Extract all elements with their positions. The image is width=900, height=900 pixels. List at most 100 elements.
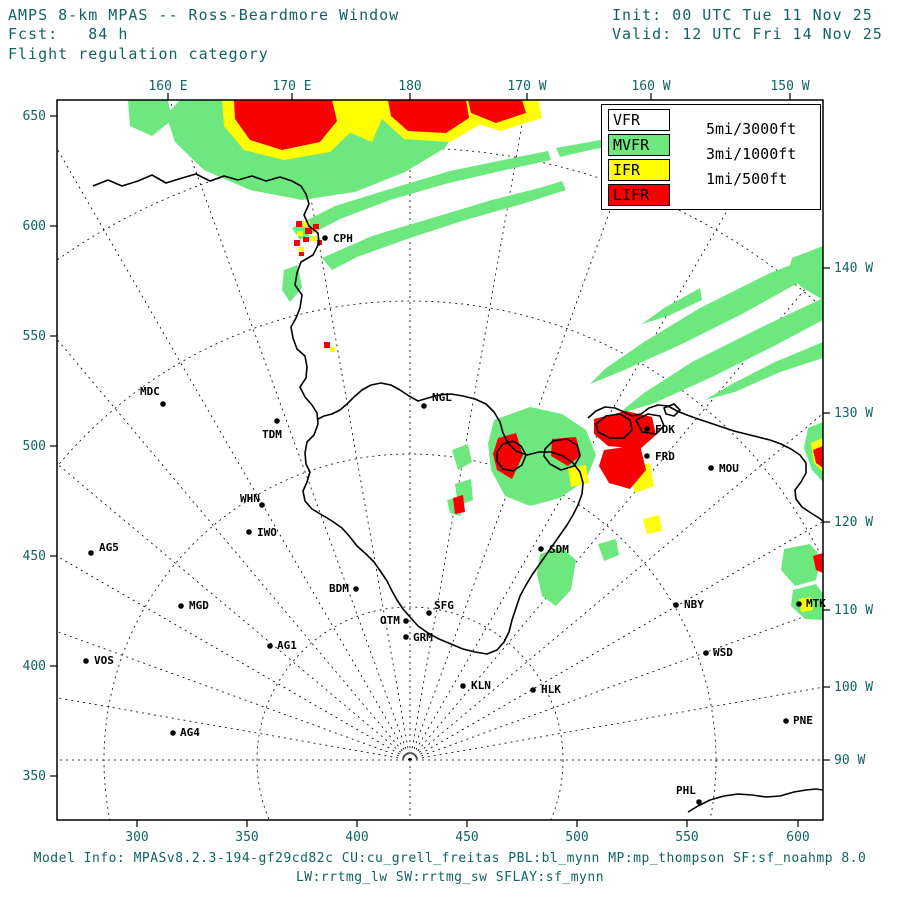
top-axis-label: 180 — [398, 79, 421, 94]
meridian-line — [57, 338, 411, 761]
station-dot-WHN — [259, 502, 265, 508]
station-label-PNE: PNE — [793, 714, 813, 727]
lifr-patch — [388, 100, 469, 133]
station-label-MTK: MTK — [806, 597, 826, 610]
island-outline — [663, 403, 681, 417]
mvfr-patch — [282, 265, 302, 302]
lifr-patch — [324, 342, 330, 348]
station-dot-PHL — [696, 799, 702, 805]
station-dot-MDC — [160, 401, 166, 407]
station-label-NGL: NGL — [432, 391, 452, 404]
legend-swatch-mvfr: MVFR — [608, 134, 670, 156]
station-label-IWO: IWO — [257, 526, 277, 539]
station-dot-OTM — [403, 618, 409, 624]
station-dot-NBY — [673, 602, 679, 608]
station-label-MGD: MGD — [189, 599, 209, 612]
bottom-right-coast — [687, 788, 823, 813]
station-dot-KLN — [460, 683, 466, 689]
ifr-patch — [799, 597, 813, 612]
station-label-HLK: HLK — [541, 683, 561, 696]
left-axis-label: 500 — [23, 439, 46, 454]
legend-swatch-vfr: VFR — [608, 109, 670, 131]
mvfr-patch — [128, 100, 172, 136]
island-outline — [635, 413, 665, 435]
latitude-circle — [103, 453, 717, 820]
ifr-patch — [338, 100, 390, 142]
station-dot-SFG — [426, 610, 432, 616]
ifr-patch — [297, 231, 303, 236]
legend-swatch-ifr: IFR — [608, 159, 670, 181]
lifr-patch — [468, 100, 526, 123]
lifr-patch — [305, 228, 312, 234]
right-axis-label: 90 W — [834, 753, 865, 768]
bottom-axis-label: 350 — [235, 830, 258, 845]
bottom-axis-label: 500 — [565, 830, 588, 845]
meridian-line — [409, 686, 823, 761]
lifr-patch — [551, 437, 581, 466]
lifr-patch — [234, 100, 337, 150]
station-label-SFG: SFG — [434, 599, 454, 612]
lifr-patch — [299, 252, 304, 256]
mvfr-patch — [781, 544, 821, 586]
top-axis-label: 170 W — [507, 79, 546, 94]
ifr-patch — [311, 236, 317, 241]
meridian-line — [409, 100, 527, 761]
valid-time: Valid: 12 UTC Fri 14 Nov 25 — [612, 25, 883, 43]
mvfr-patch — [618, 298, 823, 414]
meridian-line — [57, 555, 411, 761]
station-dot-AG1 — [267, 643, 273, 649]
station-label-MDC: MDC — [140, 385, 160, 398]
bottom-axis-label: 300 — [125, 830, 148, 845]
ifr-patch — [303, 221, 310, 227]
legend-swatch-lifr: LIFR — [608, 184, 670, 206]
station-dot-TDM — [274, 418, 280, 424]
station-dot-FRD — [644, 453, 650, 459]
left-axis-label: 650 — [23, 109, 46, 124]
station-label-AG5: AG5 — [99, 541, 119, 554]
station-layer: CPH MDC TDM NGL FDK FRD MOU WHN IWO AG5 SDM BDM MGD N… — [83, 232, 826, 805]
model-info-line: Model Info: MPASv8.2.3-194-gf29cd82c CU:… — [33, 851, 867, 866]
ifr-patch — [568, 465, 589, 487]
mvfr-patch — [642, 288, 702, 324]
top-axis-label: 170 E — [272, 79, 311, 94]
lifr-patch — [813, 446, 823, 468]
ross-island-outline — [496, 440, 527, 472]
lifr-patch — [599, 445, 646, 489]
mvfr-patch — [322, 181, 566, 270]
station-label-AG1: AG1 — [277, 639, 297, 652]
bottom-axis-label: 400 — [345, 830, 368, 845]
station-label-VOS: VOS — [94, 654, 114, 667]
meridian-line — [409, 100, 792, 761]
legend-threshold-3: 1mi/500ft — [706, 170, 788, 188]
station-dot-AG5 — [88, 550, 94, 556]
right-axis-label: 120 W — [834, 515, 873, 530]
product-name-line: Flight regulation category — [8, 45, 269, 63]
station-label-FDK: FDK — [655, 423, 675, 436]
meridian-line — [57, 147, 411, 761]
station-dot-MGD — [178, 603, 184, 609]
station-label-PHL: PHL — [676, 784, 696, 797]
ifr-patch — [299, 247, 304, 251]
top-axis-label: 160 W — [631, 79, 670, 94]
station-dot-PNE — [783, 718, 789, 724]
station-label-WHN: WHN — [240, 492, 260, 505]
station-dot-GRM — [403, 634, 409, 640]
station-dot-NGL — [421, 403, 427, 409]
lifr-patch — [313, 224, 319, 229]
meridian-line — [409, 609, 823, 761]
meridian-line — [409, 412, 823, 761]
station-label-SDM: SDM — [549, 543, 569, 556]
coastlines — [92, 173, 823, 813]
ifr-patch — [330, 347, 335, 352]
right-axis-label: 100 W — [834, 680, 873, 695]
mvfr-patch — [598, 539, 619, 561]
station-label-KLN: KLN — [471, 679, 491, 692]
legend-threshold-1: 5mi/3000ft — [706, 120, 797, 138]
island-outline — [595, 413, 633, 439]
forecast-hour-line: Fcst: 84 h — [8, 25, 129, 43]
lifr-patch — [594, 411, 656, 449]
meridian-line — [409, 267, 823, 761]
station-dot-MOU — [708, 465, 714, 471]
